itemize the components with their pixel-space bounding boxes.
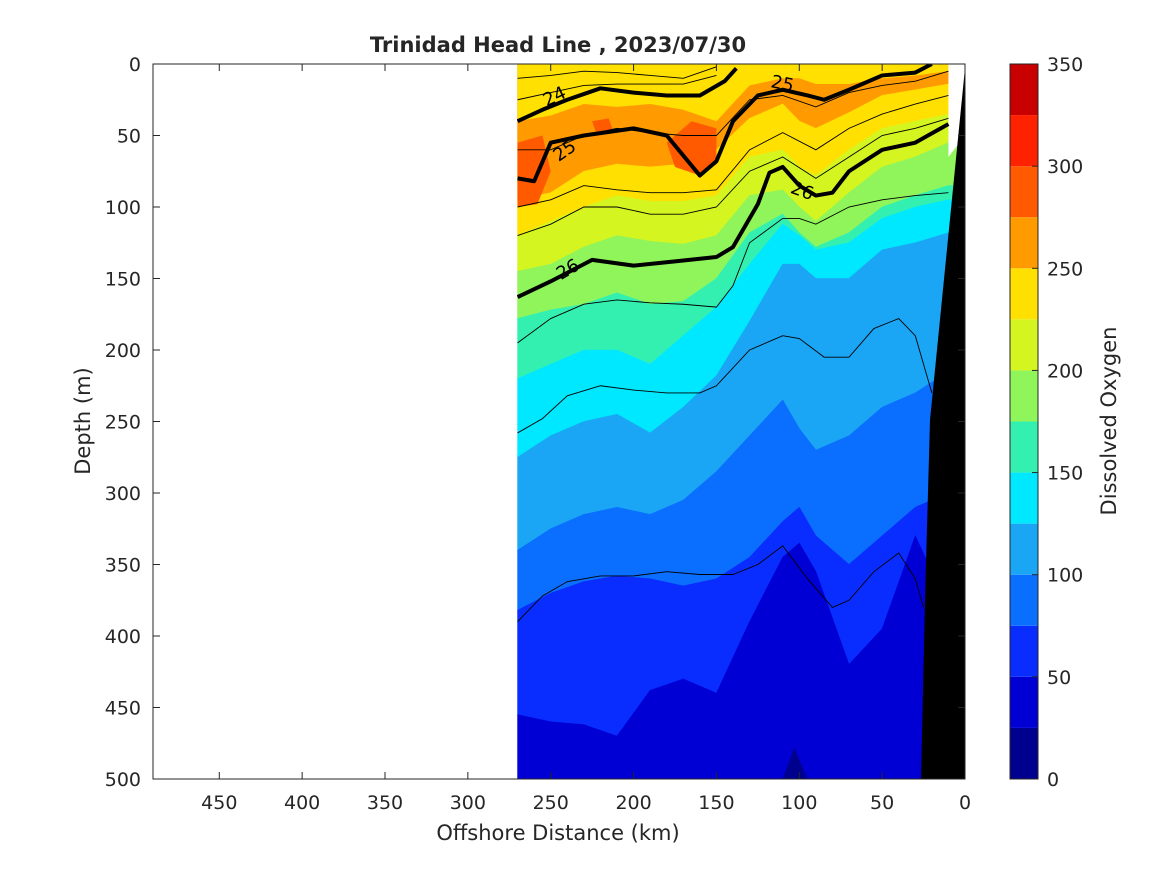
- x-tick-label: 150: [698, 792, 734, 814]
- oxygen-band: [517, 535, 965, 779]
- colorbar-segment: [1010, 115, 1038, 167]
- thin-contours: [517, 66, 949, 623]
- thin-contour-line: [517, 117, 949, 237]
- y-tick-label: 500: [105, 769, 141, 791]
- colorbar-segment: [1010, 625, 1038, 677]
- colorbar-segment: [1010, 319, 1038, 371]
- oxygen-band: [782, 747, 808, 779]
- colorbar-segment: [1010, 166, 1038, 218]
- x-axis-ticks: 450 400 350 300 250 200 150 100 50 0: [201, 64, 971, 814]
- thin-contour-line: [517, 66, 717, 79]
- y-tick-label: 300: [105, 483, 141, 505]
- thin-contour-line: [517, 192, 949, 344]
- colorbar-segment: [1010, 727, 1038, 779]
- y-tick-label: 350: [105, 555, 141, 577]
- density-contour-26: [517, 122, 950, 299]
- density-contour-24: [517, 66, 738, 124]
- colorbar-tick-label: 250: [1047, 258, 1083, 280]
- colorbar-tick-label: 50: [1047, 667, 1071, 689]
- colorbar-tick-label: 300: [1047, 156, 1083, 178]
- colorbar-segment: [1010, 676, 1038, 728]
- thin-contour-line: [517, 75, 717, 101]
- colorbar-tick-label: 200: [1047, 360, 1083, 382]
- x-tick-label: 300: [450, 792, 486, 814]
- x-tick-label: 0: [959, 792, 971, 814]
- y-tick-label: 100: [105, 197, 141, 219]
- x-tick-label: 250: [533, 792, 569, 814]
- x-tick-label: 450: [201, 792, 237, 814]
- x-tick-label: 50: [870, 792, 894, 814]
- colorbar-segment: [1010, 574, 1038, 626]
- y-tick-label: 250: [105, 412, 141, 434]
- thin-contour-line: [517, 95, 949, 208]
- colorbar-segment: [1010, 64, 1038, 116]
- oxygen-bands: [517, 64, 965, 779]
- x-tick-label: 350: [367, 792, 403, 814]
- colorbar-frame: [1009, 63, 1039, 780]
- oxygen-band: [517, 64, 965, 122]
- colorbar-segment: [1010, 370, 1038, 422]
- y-tick-label: 400: [105, 626, 141, 648]
- y-tick-label: 200: [105, 340, 141, 362]
- seafloor-bathymetry: [921, 68, 965, 779]
- colorbar-segment: [1010, 523, 1038, 575]
- colorbar-tick-label: 100: [1047, 565, 1083, 587]
- colorbar-label: Dissolved Oxygen: [1097, 327, 1121, 516]
- y-tick-label: 50: [117, 126, 141, 148]
- thin-contour-line: [517, 545, 925, 623]
- colorbar-tick-label: 350: [1047, 54, 1083, 76]
- y-axis-ticks: 0 50 100 150 200 250 300 350 400 450 500: [105, 54, 965, 791]
- thin-contour-line: [517, 318, 933, 434]
- colorbar-ticks: 0 50 100 150 200 250 300 350: [1032, 54, 1083, 791]
- x-axis-label: Offshore Distance (km): [436, 821, 679, 845]
- colorbar-segment: [1010, 217, 1038, 269]
- x-tick-label: 200: [615, 792, 651, 814]
- colorbar: [1010, 64, 1038, 779]
- y-tick-label: 0: [129, 54, 141, 76]
- colorbar-segment: [1010, 421, 1038, 473]
- oxygen-band: [517, 135, 551, 207]
- colorbar-tick-label: 150: [1047, 463, 1083, 485]
- colorbar-segment: [1010, 268, 1038, 320]
- colorbar-tick-label: 0: [1047, 769, 1059, 791]
- contour-label: 25: [769, 71, 796, 96]
- x-tick-label: 100: [781, 792, 817, 814]
- y-axis-label: Depth (m): [71, 367, 95, 474]
- density-contour-25: [517, 64, 933, 184]
- colorbar-segment: [1010, 472, 1038, 524]
- x-tick-label: 400: [284, 792, 320, 814]
- chart-title: Trinidad Head Line , 2023/07/30: [370, 33, 746, 57]
- y-tick-label: 150: [105, 269, 141, 291]
- y-tick-label: 450: [105, 698, 141, 720]
